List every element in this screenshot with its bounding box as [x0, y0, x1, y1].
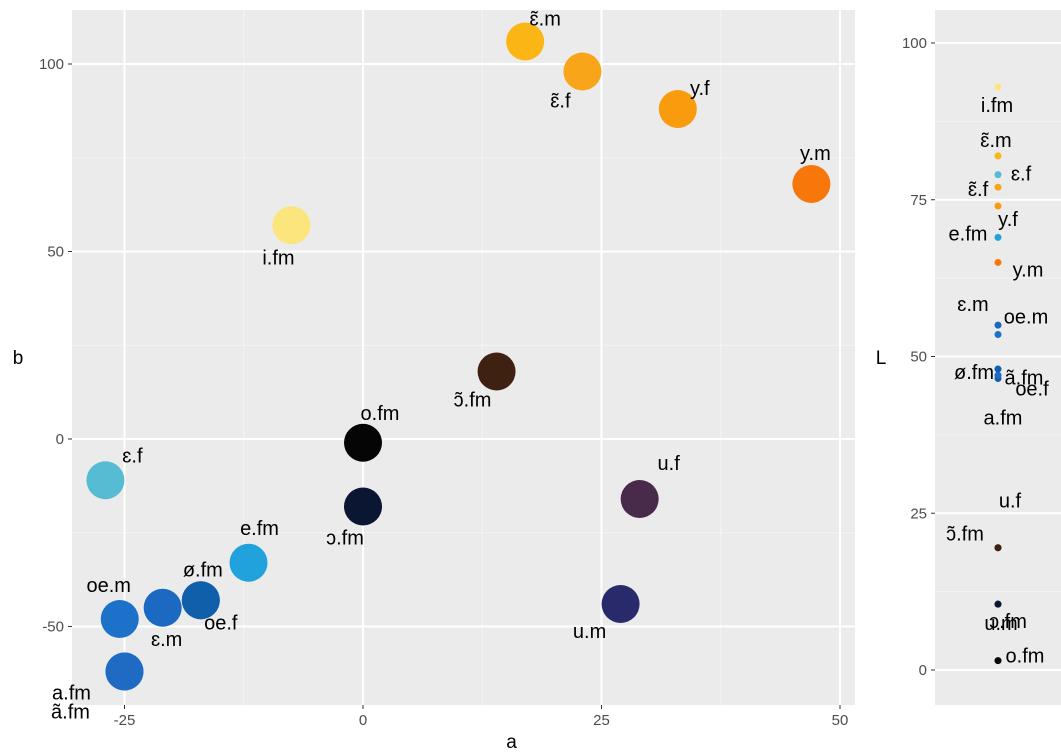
L-axis-label: L — [876, 348, 887, 369]
point-label: ɔ̃.fm — [454, 390, 492, 412]
data-point — [994, 331, 1002, 339]
data-point — [994, 371, 1002, 379]
y-tick-label: 0 — [919, 662, 927, 679]
point-label: y.m — [1013, 259, 1044, 281]
point-label: a.fm — [984, 407, 1023, 429]
point-label: ɔ.fm — [326, 528, 364, 550]
point-label: oe.m — [86, 575, 130, 597]
point-label: ɔ.fm — [989, 611, 1027, 633]
data-point — [229, 543, 268, 582]
y-axis-label: b — [13, 348, 24, 369]
point-label: i.fm — [262, 247, 294, 269]
y-tick-label: 25 — [910, 505, 927, 522]
y-tick-label: 50 — [910, 349, 927, 366]
data-point — [994, 233, 1002, 241]
point-label: a.fm — [52, 683, 91, 705]
data-point — [994, 152, 1002, 160]
point-label: ɔ̃.fm — [946, 524, 984, 546]
point-label: y.f — [998, 209, 1018, 231]
data-point — [994, 544, 1002, 552]
point-label: i.fm — [981, 95, 1013, 117]
x-tick-label: 50 — [832, 712, 849, 729]
data-point — [994, 657, 1002, 665]
point-label: ɛ.m — [957, 294, 988, 316]
data-point — [105, 652, 144, 691]
data-point — [344, 423, 382, 462]
y-tick-label: 100 — [902, 35, 927, 52]
point-label: e.fm — [240, 518, 279, 540]
data-point — [994, 258, 1002, 266]
point-label: ɛ.m — [151, 629, 182, 651]
point-label: ã.fm — [1005, 367, 1044, 389]
data-point — [143, 588, 182, 627]
data-point — [344, 487, 382, 526]
point-label: ɛ.f — [1011, 164, 1032, 186]
data-point — [620, 480, 659, 518]
data-point — [563, 52, 602, 91]
data-point — [994, 183, 1002, 191]
point-label: oe.m — [1004, 307, 1048, 329]
data-point — [272, 206, 311, 245]
point-label: o.fm — [1006, 646, 1045, 668]
point-label: ã.fm — [51, 702, 90, 724]
y-tick-label: 100 — [39, 56, 64, 73]
point-label: y.m — [800, 143, 831, 165]
point-label: ø.fm — [954, 362, 994, 384]
point-label: u.f — [658, 453, 681, 475]
point-label: o.fm — [361, 403, 400, 425]
point-label: ɛ.f — [122, 445, 143, 467]
data-point — [658, 90, 697, 128]
x-axis-label: a — [506, 732, 517, 753]
point-label: e.fm — [949, 223, 988, 245]
point-label: u.m — [573, 621, 606, 643]
data-point — [86, 461, 125, 500]
data-point — [994, 600, 1002, 608]
data-point — [994, 321, 1002, 329]
point-label: oe.f — [1015, 378, 1049, 400]
y-tick-label: -50 — [42, 619, 64, 636]
y-tick-label: 75 — [910, 192, 927, 209]
point-label: u.f — [999, 491, 1022, 513]
point-label: oe.f — [204, 612, 238, 634]
point-label: y.f — [690, 78, 710, 100]
ab-scatter-panel: -25 0 25 50 -50 0 50 100 a b ɛ̃.m ɛ̃.f y.f y.m i.fm ɔ̃.… — [13, 9, 855, 753]
data-point — [506, 22, 545, 61]
x-tick-label: 25 — [593, 712, 610, 729]
data-point — [601, 585, 640, 623]
x-tick-label: -25 — [114, 712, 136, 729]
x-tick-label: 0 — [359, 712, 367, 729]
point-label: ɛ̃.f — [968, 179, 989, 201]
point-label: u.m — [984, 613, 1017, 635]
data-point — [994, 202, 1002, 210]
data-point — [994, 83, 1002, 91]
y-tick-label: 0 — [56, 431, 64, 448]
data-point — [100, 600, 139, 638]
point-label: ø.fm — [183, 559, 223, 581]
data-point — [994, 365, 1002, 373]
data-point — [477, 352, 516, 391]
point-label: ɛ̃.f — [550, 91, 571, 113]
point-label: ɛ̃.m — [529, 9, 560, 31]
data-point — [792, 165, 831, 203]
y-tick-label: 50 — [47, 244, 64, 261]
data-point — [994, 171, 1002, 179]
data-point — [181, 581, 220, 620]
point-label: ɛ̃.m — [980, 130, 1011, 152]
lightness-panel: 0 25 50 75 100 Li.fm ɛ̃.mɛ.f ɛ̃.f y.f e.fm y.m ɛ.m o… — [876, 10, 1061, 705]
